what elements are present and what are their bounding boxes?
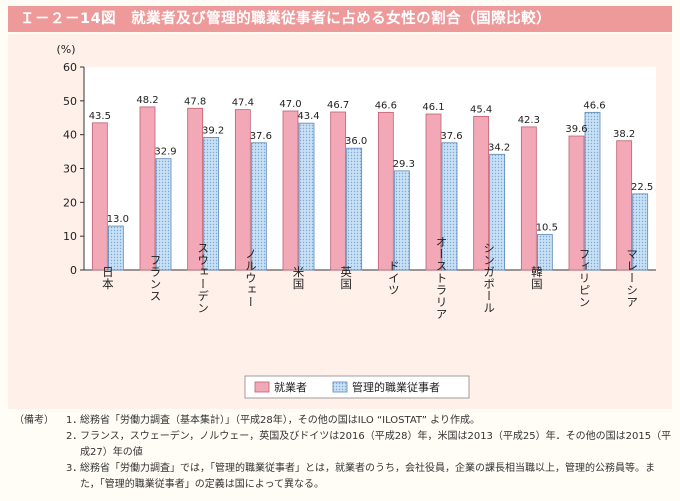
data-label-managers: 36.0 [345,136,367,147]
data-label-employed: 46.6 [375,100,397,111]
bar-employed [425,113,442,271]
data-label-managers: 32.9 [154,147,176,158]
bar-employed [616,140,633,271]
legend-box [244,375,470,399]
x-category-label: オーストラリア [435,236,449,320]
note-text: フランス，スウェーデン，ノルウェー，英国及びドイツは2016（平成28）年，米国… [80,431,672,458]
bar-managers [441,142,458,271]
legend-swatch-employed [254,381,270,393]
bar-employed [187,107,204,271]
note-3: 3． 総務省「労働力調査」では，「管理的職業従事者」とは，就業者のうち，会社役員… [14,461,674,493]
bar-managers [536,234,553,271]
x-category-label: シンガポール [482,242,496,314]
data-label-managers: 43.4 [297,111,319,122]
figure-title: Ｉ－２－14図 就業者及び管理的職業従事者に占める女性の割合（国際比較） [20,11,552,27]
data-label-managers: 37.6 [250,131,272,142]
data-label-employed: 46.7 [327,100,349,111]
y-tick-label: 60 [63,61,77,74]
bar-managers [250,142,267,271]
x-category-label: 米国 [292,266,306,290]
bar-managers [298,122,315,271]
bar-employed [139,106,156,271]
bar-employed [520,126,537,271]
data-label-employed: 39.6 [565,124,587,135]
data-label-managers: 34.2 [488,142,510,153]
data-label-employed: 47.0 [279,99,301,110]
bar-managers [393,170,410,271]
note-number: 2． [66,431,83,442]
note-2: 2． フランス，スウェーデン，ノルウェー，英国及びドイツは2016（平成28）年… [14,429,674,461]
data-label-managers: 37.6 [440,131,462,142]
data-label-employed: 47.4 [232,98,254,109]
notes-label: （備考） [14,415,54,426]
bar-managers [203,136,220,271]
note-number: 3． [66,463,83,474]
data-label-employed: 42.3 [518,115,540,126]
x-category-label: 韓国 [530,266,544,290]
bar-employed [330,111,347,271]
bar-employed [568,135,585,271]
note-1: （備考） 1． 総務省「労働力調査（基本集計）」（平成28年），その他の国はIL… [14,413,674,429]
note-number: 1． [66,415,83,426]
data-label-employed: 48.2 [136,95,158,106]
bar-managers [346,147,363,271]
y-axis-unit-label: (%) [56,43,75,56]
data-label-employed: 45.4 [470,104,492,115]
y-tick-label: 30 [63,163,77,176]
y-tick-label: 10 [63,230,77,243]
bar-employed [282,110,299,271]
bar-managers [584,111,601,271]
x-category-label: 英国 [339,265,353,290]
x-category-label: 日本 [101,266,115,290]
x-category-label: ドイツ [387,260,401,296]
y-tick-label: 20 [63,196,77,209]
legend-label-managers: 管理的職業従事者 [352,380,440,394]
data-label-employed: 43.5 [89,111,111,122]
bar-managers [155,158,172,271]
data-label-managers: 10.5 [536,222,558,233]
y-tick-label: 0 [70,264,77,277]
plot-area [84,67,656,270]
bar-managers [489,153,506,271]
figure-title-banner: Ｉ－２－14図 就業者及び管理的職業従事者に占める女性の割合（国際比較） [8,6,672,32]
data-label-employed: 46.1 [422,102,444,113]
data-label-managers: 13.0 [107,214,129,225]
note-text: 総務省「労働力調査」では，「管理的職業従事者」とは，就業者のうち，会社役員，企業… [80,463,655,490]
bar-employed [91,122,108,271]
data-label-managers: 39.2 [202,125,224,136]
x-category-label: マレーシア [625,248,639,308]
legend-label-employed: 就業者 [274,380,307,394]
x-category-label: ノルウェー [244,248,258,308]
y-tick-label: 50 [63,95,77,108]
data-label-employed: 38.2 [613,129,635,140]
bar-managers [107,225,124,271]
note-text: 総務省「労働力調査（基本集計）」（平成28年），その他の国はILO “ILOST… [80,415,480,426]
bar-employed [234,109,251,271]
data-label-managers: 46.6 [583,100,605,111]
data-label-employed: 47.8 [184,96,206,107]
chart-panel: 0 10 20 30 40 50 60 (%) 43.5 13.0 日本 48.2 32.9 フランス 47… [8,34,672,409]
bar-employed [377,111,394,271]
y-tick-label: 40 [63,129,77,142]
bar-employed [473,115,490,271]
legend-swatch-managers [332,381,348,393]
data-label-managers: 22.5 [631,182,653,193]
x-category-label: スウェーデン [196,242,210,314]
bar-managers [632,193,649,271]
x-category-label: フィリピン [578,248,592,308]
notes-section: （備考） 1． 総務省「労働力調査（基本集計）」（平成28年），その他の国はIL… [14,413,674,493]
data-label-managers: 29.3 [393,159,415,170]
x-category-label: フランス [149,254,163,302]
bar-chart: 0 10 20 30 40 50 60 (%) 43.5 13.0 日本 48.2 32.9 フランス 47… [56,43,656,399]
